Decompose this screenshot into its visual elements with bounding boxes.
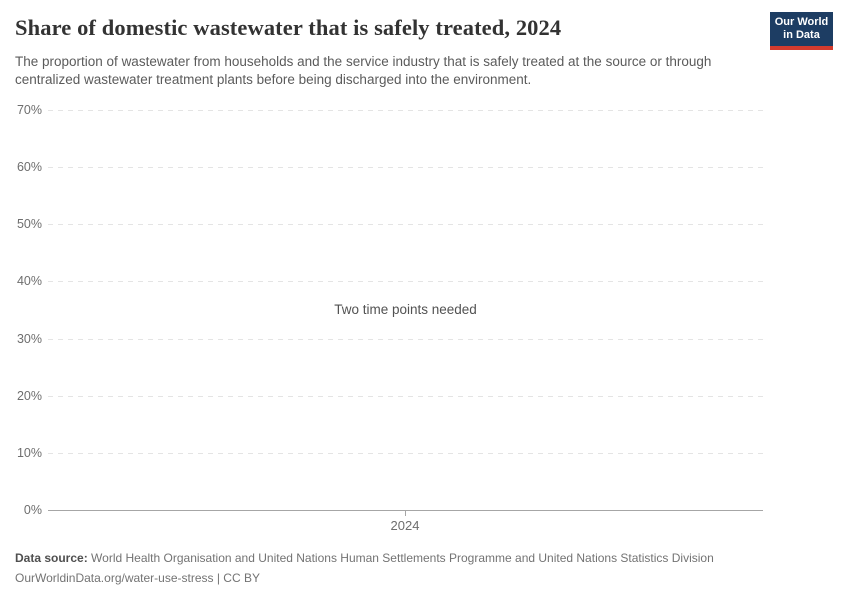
y-axis-tick-label: 20% — [16, 389, 42, 403]
data-source-label: Data source: — [15, 551, 88, 565]
y-axis-tick-label: 50% — [16, 217, 42, 231]
owid-logo[interactable]: Our World in Data — [770, 12, 833, 50]
x-axis-tick-label: 2024 — [390, 518, 420, 533]
y-gridline — [48, 110, 763, 111]
data-source-line[interactable]: Data source: World Health Organisation a… — [15, 548, 815, 568]
x-axis-tick-mark — [405, 511, 406, 516]
y-axis-tick-label: 0% — [23, 503, 42, 517]
y-axis-tick-label: 40% — [16, 274, 42, 288]
y-gridline — [48, 224, 763, 225]
y-gridline — [48, 281, 763, 282]
y-axis-tick-label: 60% — [16, 160, 42, 174]
empty-data-message: Two time points needed — [334, 302, 477, 317]
y-axis-tick-label: 70% — [16, 103, 42, 117]
license-line[interactable]: OurWorldinData.org/water-use-stress | CC… — [15, 568, 815, 588]
x-axis-line — [48, 510, 763, 511]
license-text: OurWorldinData.org/water-use-stress | CC… — [15, 571, 260, 585]
chart-title[interactable]: Share of domestic wastewater that is saf… — [15, 15, 562, 40]
y-gridline — [48, 453, 763, 454]
owid-logo-text: Our World in Data — [774, 16, 829, 41]
y-axis-tick-label: 10% — [16, 446, 42, 460]
y-gridline — [48, 339, 763, 340]
y-gridline — [48, 167, 763, 168]
chart-subtitle: The proportion of wastewater from househ… — [15, 54, 712, 87]
y-gridline — [48, 396, 763, 397]
chart-footer: Data source: World Health Organisation a… — [15, 548, 815, 588]
y-axis-tick-label: 30% — [16, 332, 42, 346]
data-source-text: World Health Organisation and United Nat… — [87, 551, 714, 565]
